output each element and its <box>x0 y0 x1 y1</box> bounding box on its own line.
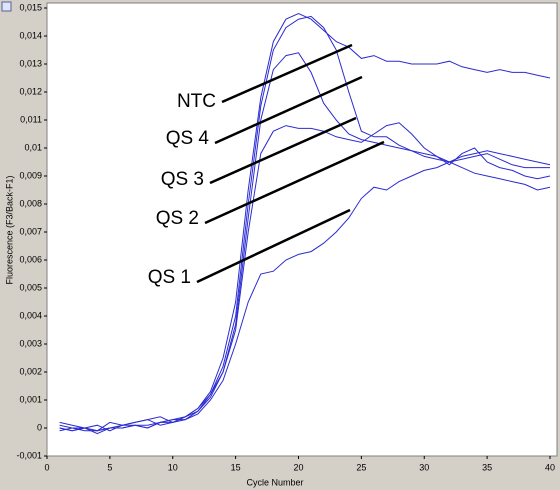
y-axis-label: Fluorescence (F3/Back-F1) <box>4 175 14 284</box>
y-tick-label: 0,015 <box>19 2 42 12</box>
annotation: QS 1 <box>148 267 191 288</box>
x-tick-label: 10 <box>168 462 178 472</box>
y-tick-label: 0,01 <box>24 142 42 152</box>
annotation: QS 2 <box>156 208 199 229</box>
x-tick-label: 30 <box>419 462 429 472</box>
y-tick-label: -0,001 <box>16 450 42 460</box>
y-tick-label: 0,004 <box>19 310 42 320</box>
y-tick-label: 0,007 <box>19 226 42 236</box>
y-tick-label: 0 <box>37 422 42 432</box>
annotation: NTC <box>177 91 216 112</box>
series-line <box>59 150 551 435</box>
x-tick-label: 20 <box>293 462 303 472</box>
x-axis-label: Cycle Number <box>246 477 303 487</box>
leader-line <box>196 208 351 284</box>
leader-line <box>221 43 353 104</box>
y-tick-label: 0,001 <box>19 394 42 404</box>
y-tick-label: 0,003 <box>19 338 42 348</box>
window-icon[interactable] <box>1 1 12 12</box>
x-tick-label: 0 <box>44 462 49 472</box>
x-tick-label: 25 <box>356 462 366 472</box>
annotation: QS 3 <box>161 169 204 190</box>
plot-area <box>46 2 558 457</box>
series-line <box>59 122 551 432</box>
annotation: QS 4 <box>166 128 210 149</box>
y-tick-label: 0,009 <box>19 170 42 180</box>
y-tick-label: 0,014 <box>19 30 42 40</box>
x-tick-label: 15 <box>231 462 241 472</box>
leader-line <box>204 140 385 225</box>
y-tick-label: 0,006 <box>19 254 42 264</box>
y-tick-label: 0,008 <box>19 198 42 208</box>
y-tick-label: 0,011 <box>20 114 42 124</box>
leader-line <box>214 75 363 145</box>
x-tick-label: 5 <box>107 462 112 472</box>
y-tick-label: 0,002 <box>19 366 42 376</box>
y-tick-label: 0,012 <box>19 86 42 96</box>
x-tick-label: 40 <box>545 462 555 472</box>
y-tick-label: 0,005 <box>19 282 42 292</box>
y-tick-label: 0,013 <box>19 58 42 68</box>
series-line <box>59 13 551 432</box>
x-tick-label: 35 <box>482 462 492 472</box>
leader-line <box>209 116 357 185</box>
